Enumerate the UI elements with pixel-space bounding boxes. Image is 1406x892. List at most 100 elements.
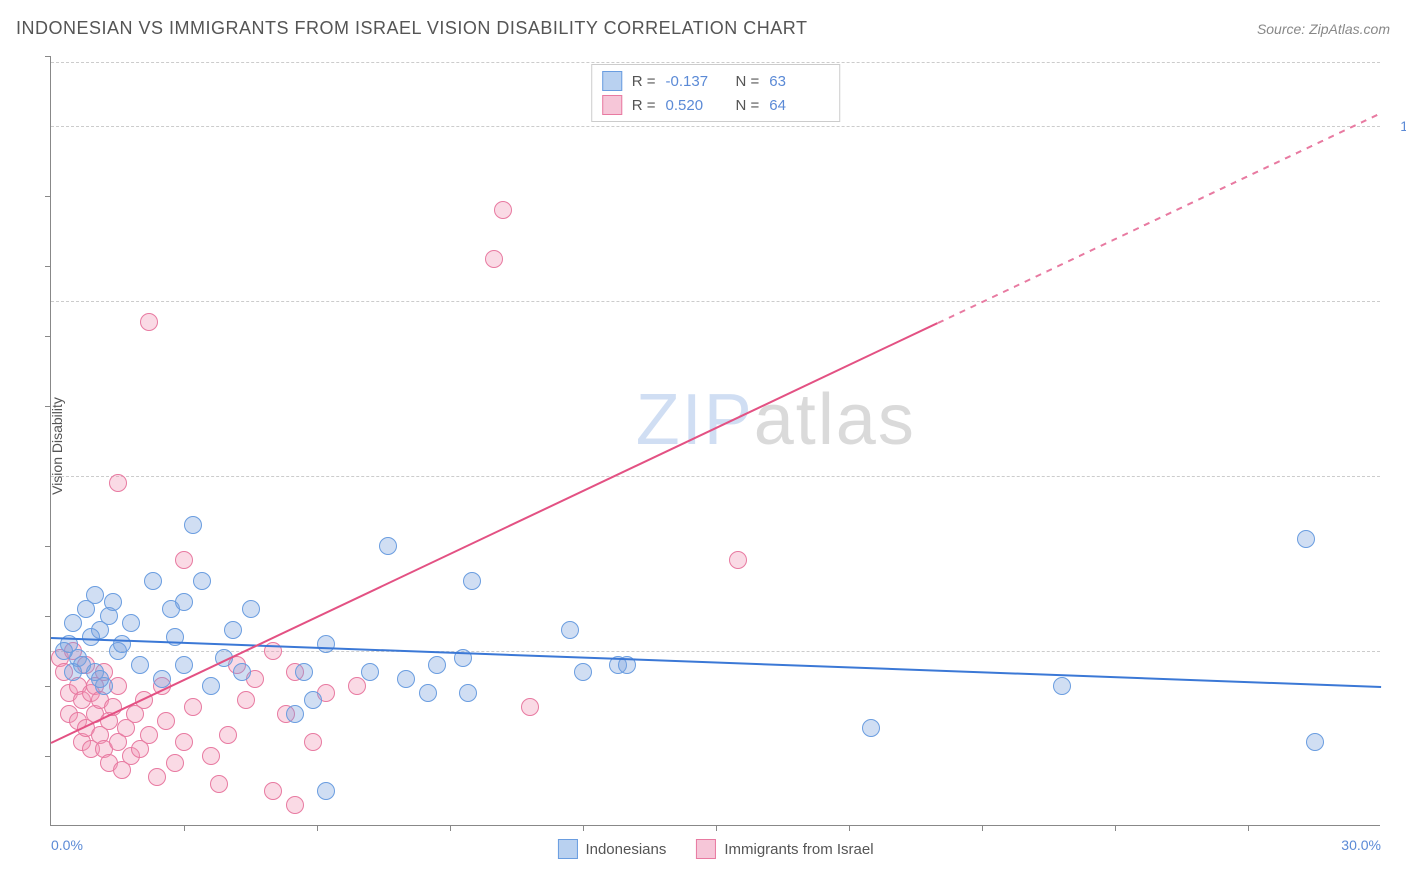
legend-row-blue: R = -0.137 N = 63 [602, 69, 830, 93]
chart-title: INDONESIAN VS IMMIGRANTS FROM ISRAEL VIS… [16, 18, 807, 39]
r-value-blue: -0.137 [666, 73, 726, 90]
scatter-point [1306, 733, 1324, 751]
watermark-zip: ZIP [636, 380, 754, 460]
scatter-point [184, 698, 202, 716]
gridline-horizontal [51, 62, 1380, 63]
source-attribution: Source: ZipAtlas.com [1257, 21, 1390, 37]
scatter-point [574, 663, 592, 681]
y-tick-mark [45, 406, 51, 407]
scatter-point [109, 474, 127, 492]
scatter-point [348, 677, 366, 695]
source-prefix: Source: [1257, 21, 1309, 37]
scatter-point [131, 656, 149, 674]
scatter-point [175, 551, 193, 569]
legend-series: Indonesians Immigrants from Israel [557, 839, 873, 859]
scatter-point [397, 670, 415, 688]
scatter-point [144, 572, 162, 590]
n-value-blue: 63 [769, 73, 829, 90]
legend-row-pink: R = 0.520 N = 64 [602, 93, 830, 117]
r-label: R = [632, 73, 656, 90]
r-label: R = [632, 97, 656, 114]
scatter-point [210, 775, 228, 793]
scatter-point [494, 201, 512, 219]
scatter-point [55, 642, 73, 660]
legend-correlation-box: R = -0.137 N = 63 R = 0.520 N = 64 [591, 64, 841, 122]
scatter-point [175, 733, 193, 751]
n-value-pink: 64 [769, 97, 829, 114]
scatter-point [304, 733, 322, 751]
scatter-point [91, 670, 109, 688]
scatter-point [242, 600, 260, 618]
scatter-point [122, 614, 140, 632]
scatter-point [1297, 530, 1315, 548]
legend-item-pink: Immigrants from Israel [696, 839, 873, 859]
x-tick-label: 0.0% [51, 837, 83, 853]
gridline-horizontal [51, 301, 1380, 302]
scatter-point [104, 593, 122, 611]
scatter-point [428, 656, 446, 674]
x-tick-label: 30.0% [1341, 837, 1381, 853]
x-tick-mark [583, 825, 584, 831]
scatter-point [237, 691, 255, 709]
scatter-point [175, 656, 193, 674]
scatter-point [521, 698, 539, 716]
legend-label-blue: Indonesians [585, 841, 666, 858]
scatter-point [729, 551, 747, 569]
scatter-point [140, 313, 158, 331]
y-tick-label: 10.0% [1400, 118, 1406, 134]
scatter-point [1053, 677, 1071, 695]
trend-line [51, 322, 939, 744]
scatter-point [82, 628, 100, 646]
scatter-point [148, 768, 166, 786]
scatter-point [317, 635, 335, 653]
n-label: N = [736, 97, 760, 114]
scatter-point [304, 691, 322, 709]
scatter-point [184, 516, 202, 534]
scatter-point [219, 726, 237, 744]
scatter-point [463, 572, 481, 590]
x-tick-mark [716, 825, 717, 831]
scatter-point [64, 663, 82, 681]
scatter-point [419, 684, 437, 702]
scatter-point [286, 796, 304, 814]
legend-item-blue: Indonesians [557, 839, 666, 859]
x-tick-mark [184, 825, 185, 831]
scatter-point [166, 754, 184, 772]
y-tick-mark [45, 56, 51, 57]
scatter-point [862, 719, 880, 737]
scatter-point [175, 593, 193, 611]
trend-line-dashed [937, 112, 1381, 324]
swatch-blue [557, 839, 577, 859]
scatter-point [459, 684, 477, 702]
x-tick-mark [982, 825, 983, 831]
y-tick-mark [45, 196, 51, 197]
gridline-horizontal [51, 476, 1380, 477]
x-tick-mark [450, 825, 451, 831]
y-tick-mark [45, 616, 51, 617]
scatter-point [157, 712, 175, 730]
scatter-point [224, 621, 242, 639]
scatter-point [317, 782, 335, 800]
y-tick-mark [45, 756, 51, 757]
scatter-point [295, 663, 313, 681]
y-tick-mark [45, 686, 51, 687]
swatch-pink [602, 95, 622, 115]
r-value-pink: 0.520 [666, 97, 726, 114]
scatter-point [264, 782, 282, 800]
y-tick-mark [45, 336, 51, 337]
scatter-point [193, 572, 211, 590]
legend-label-pink: Immigrants from Israel [724, 841, 873, 858]
scatter-point [86, 586, 104, 604]
scatter-point [286, 705, 304, 723]
scatter-point [202, 677, 220, 695]
x-tick-mark [1248, 825, 1249, 831]
source-name: ZipAtlas.com [1309, 21, 1390, 37]
scatter-plot: ZIPatlas R = -0.137 N = 63 R = 0.520 N =… [50, 56, 1380, 826]
scatter-point [233, 663, 251, 681]
watermark: ZIPatlas [636, 379, 916, 461]
swatch-blue [602, 71, 622, 91]
scatter-point [379, 537, 397, 555]
x-tick-mark [317, 825, 318, 831]
swatch-pink [696, 839, 716, 859]
scatter-point [361, 663, 379, 681]
